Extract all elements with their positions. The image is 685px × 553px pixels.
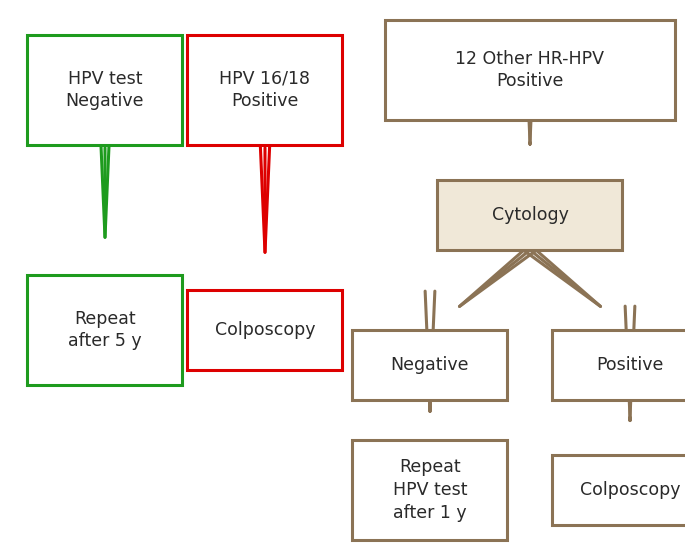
FancyBboxPatch shape (438, 180, 623, 250)
Text: Repeat
after 5 y: Repeat after 5 y (68, 310, 142, 351)
FancyBboxPatch shape (27, 35, 182, 145)
Text: 12 Other HR-HPV
Positive: 12 Other HR-HPV Positive (456, 50, 604, 91)
Text: Negative: Negative (390, 356, 469, 374)
FancyBboxPatch shape (27, 275, 182, 385)
Text: Cytology: Cytology (492, 206, 569, 224)
FancyBboxPatch shape (553, 330, 685, 400)
FancyBboxPatch shape (353, 440, 508, 540)
FancyBboxPatch shape (188, 35, 342, 145)
Text: Colposcopy: Colposcopy (580, 481, 680, 499)
FancyBboxPatch shape (385, 20, 675, 120)
Text: HPV 16/18
Positive: HPV 16/18 Positive (219, 70, 310, 111)
Text: Repeat
HPV test
after 1 y: Repeat HPV test after 1 y (393, 458, 467, 522)
FancyBboxPatch shape (353, 330, 508, 400)
FancyBboxPatch shape (553, 455, 685, 525)
Text: Colposcopy: Colposcopy (215, 321, 315, 339)
FancyBboxPatch shape (188, 290, 342, 370)
Text: HPV test
Negative: HPV test Negative (66, 70, 145, 111)
Text: Positive: Positive (597, 356, 664, 374)
